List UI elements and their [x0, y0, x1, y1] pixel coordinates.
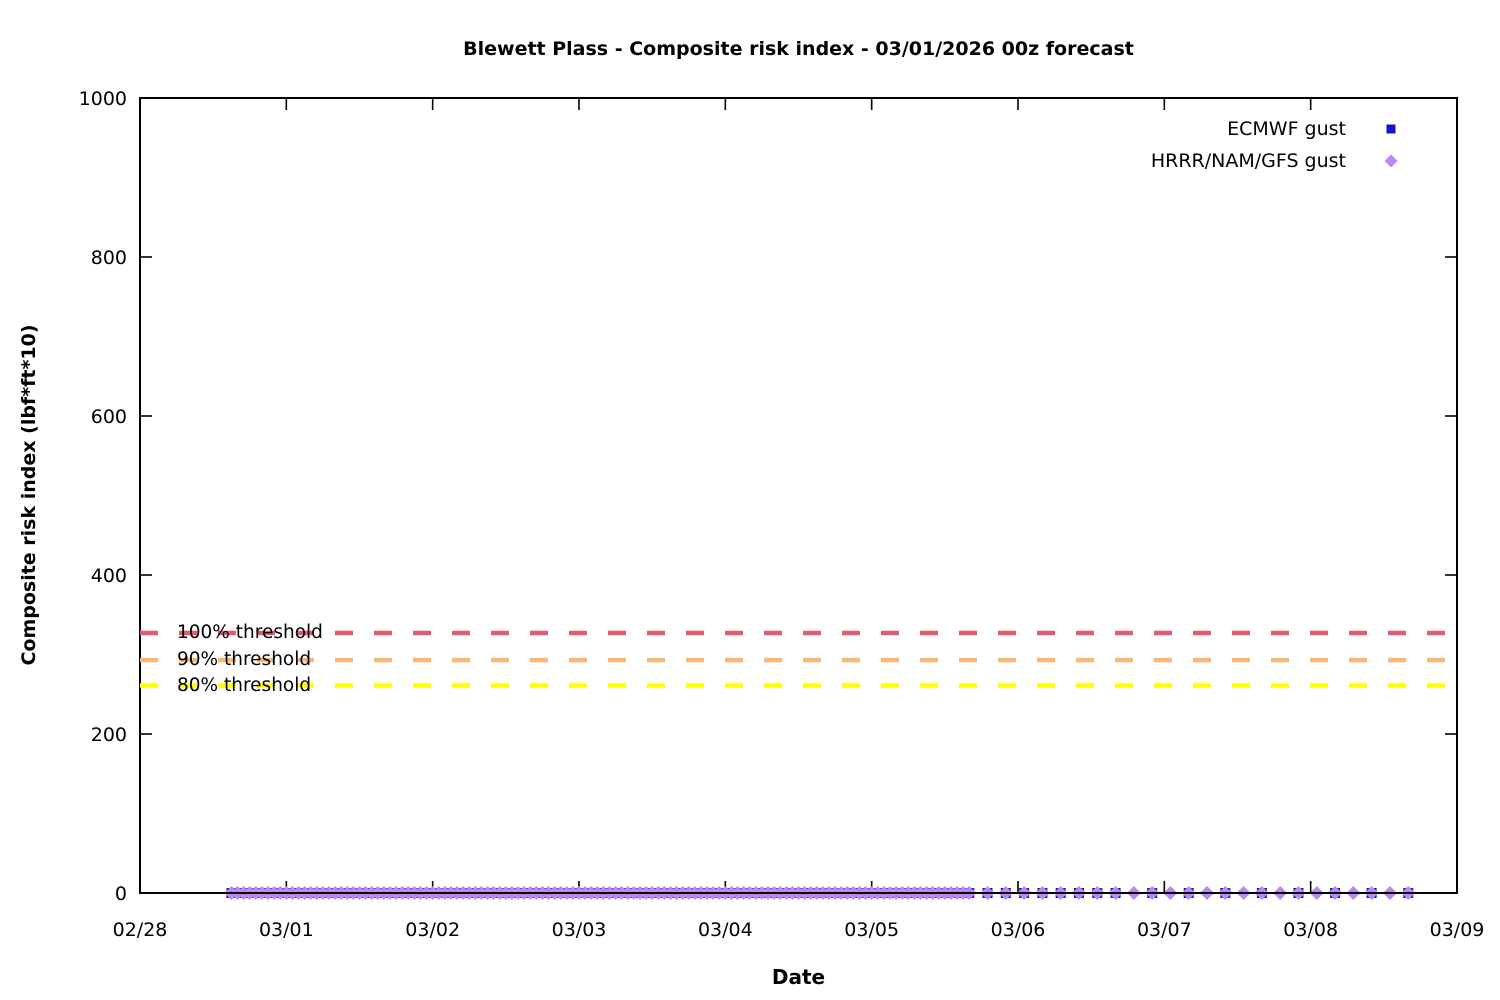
threshold-label-80: 80% threshold	[177, 674, 312, 696]
legend-label-ecmwf-gust: ECMWF gust	[1227, 118, 1346, 140]
x-tick-label: 03/09	[1430, 919, 1485, 941]
y-tick-label: 0	[115, 883, 127, 905]
x-tick-label: 03/05	[844, 919, 899, 941]
y-tick-label: 400	[91, 565, 127, 587]
legend-square-marker-icon	[1386, 124, 1396, 134]
threshold-label-100: 100% threshold	[177, 622, 323, 644]
x-tick-label: 02/28	[113, 919, 168, 941]
x-tick-label: 03/02	[405, 919, 460, 941]
x-tick-label: 03/07	[1137, 919, 1192, 941]
chart-title: Blewett Plass - Composite risk index - 0…	[463, 38, 1134, 60]
y-tick-label: 800	[91, 247, 127, 269]
y-axis-label: Composite risk index (lbf*ft*10)	[18, 324, 40, 666]
plot-border	[139, 97, 1458, 894]
legend-diamond-marker-icon	[1384, 154, 1398, 168]
x-axis-label: Date	[771, 965, 826, 989]
x-tick-label: 03/01	[259, 919, 314, 941]
x-tick-label: 03/08	[1283, 919, 1338, 941]
x-tick-label: 03/03	[552, 919, 607, 941]
y-tick-label: 1000	[79, 88, 127, 110]
x-tick-label: 03/04	[698, 919, 753, 941]
threshold-label-90: 90% threshold	[177, 649, 312, 671]
legend-label-hrrr-nam-gfs-gust: HRRR/NAM/GFS gust	[1150, 150, 1346, 172]
y-tick-label: 600	[91, 406, 127, 428]
y-tick-label: 200	[91, 724, 127, 746]
x-tick-label: 03/06	[991, 919, 1046, 941]
